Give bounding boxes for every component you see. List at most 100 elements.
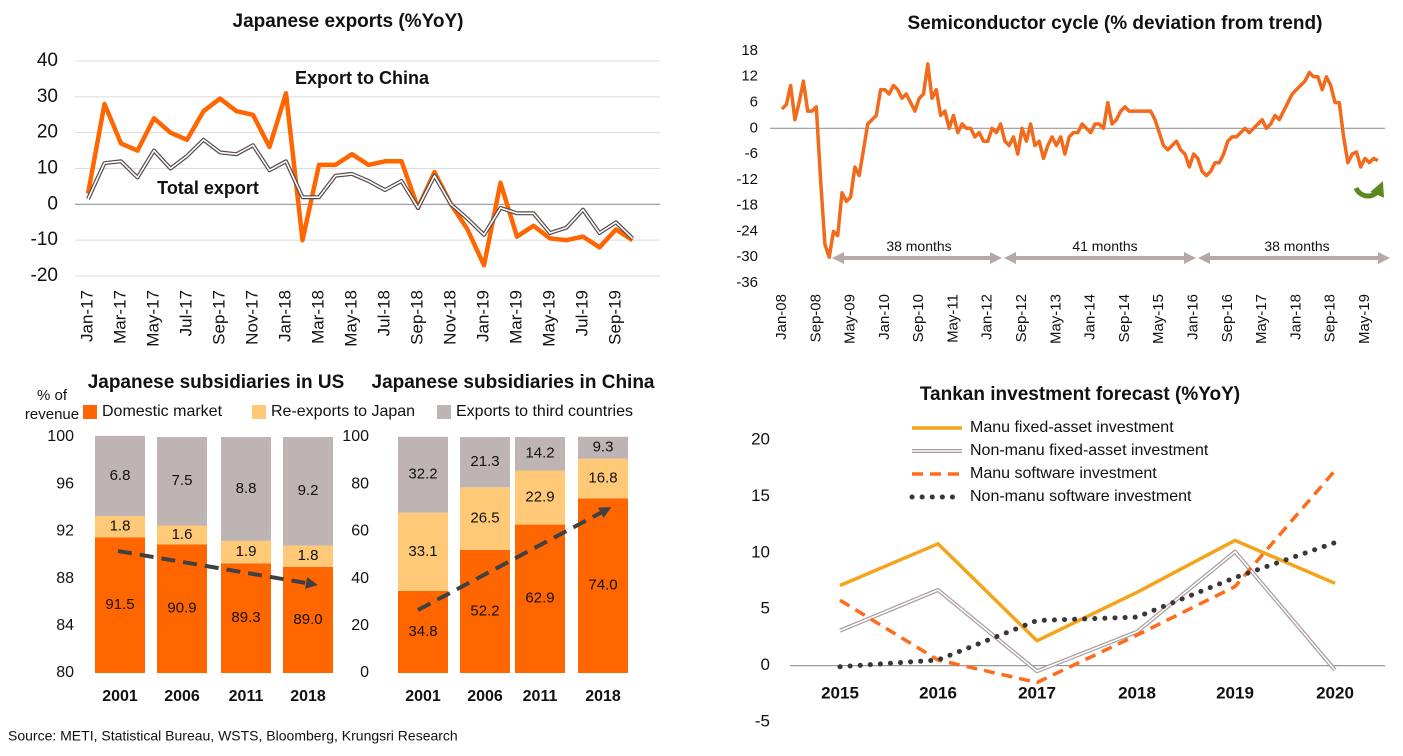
bar-segment [398, 512, 448, 591]
source: Source: METI, Statistical Bureau, WSTS, … [8, 728, 458, 744]
x-tick-label: May-09 [842, 294, 859, 344]
bar-segment [95, 516, 145, 538]
value-label: 16.8 [588, 470, 617, 487]
value-label: 6.8 [110, 467, 131, 484]
y-tick-label: 0 [761, 655, 770, 674]
value-label: 74.0 [588, 577, 617, 594]
x-tick-label: Jan-14 [1082, 294, 1099, 340]
y-tick-label: -18 [736, 197, 758, 214]
chart-title: Japanese exports (%YoY) [233, 11, 464, 32]
x-tick-label: Jan-08 [773, 294, 790, 340]
x-tick-label: Sep-14 [1116, 294, 1133, 342]
x-tick-label: May-17 [143, 290, 162, 347]
bar-segment [460, 487, 510, 550]
legend-swatch [252, 405, 266, 419]
value-label: 89.3 [231, 609, 260, 626]
value-label: 1.9 [236, 543, 257, 560]
legend-label: Domestic market [102, 403, 223, 420]
x-tick-label: 2018 [1118, 683, 1156, 702]
legend-label: Non-manu software investment [970, 488, 1192, 505]
annotation: 38 months [886, 238, 952, 254]
y-tick-label: 84 [56, 617, 74, 634]
bar-segment [157, 525, 207, 545]
x-tick-label: 2001 [102, 688, 138, 705]
legend-label: Manu software investment [970, 465, 1157, 482]
x-tick-label: Jan-17 [77, 290, 96, 342]
y-tick-label: 6 [750, 94, 758, 111]
chart-title: Japanese subsidiaries in China [372, 372, 655, 393]
x-tick-label: Jan-18 [1287, 294, 1304, 340]
y-tick-label: 0 [47, 193, 58, 214]
x-tick-label: May-18 [341, 290, 360, 347]
x-tick-label: May-13 [1047, 294, 1064, 344]
series-line [839, 538, 1336, 643]
y-tick-label: 5 [761, 599, 770, 618]
x-tick-label: May-15 [1150, 294, 1167, 344]
value-label: 34.8 [408, 623, 437, 640]
x-tick-label: Nov-18 [440, 290, 459, 345]
y-tick-label: 40 [37, 50, 58, 71]
x-tick-label: Sep-16 [1219, 294, 1236, 342]
bar-segment [157, 437, 207, 526]
y-tick-label: 80 [351, 475, 369, 492]
legend-swatch [437, 405, 451, 419]
bar-segment [515, 470, 565, 525]
trend-arrow [417, 507, 612, 612]
y-tick-label: -6 [745, 145, 758, 162]
legend-label: Non-manu fixed-asset investment [970, 442, 1209, 459]
x-tick-label: 2019 [1216, 683, 1254, 702]
annotation: 38 months [1264, 238, 1330, 254]
x-tick-label: 2020 [1316, 683, 1354, 702]
bar-segment [578, 498, 628, 673]
x-tick-label: Sep-12 [1013, 294, 1030, 342]
x-tick-label: Nov-17 [242, 290, 261, 345]
x-tick-label: 2006 [467, 688, 503, 705]
series-line [780, 62, 1379, 259]
y-tick-label: 18 [741, 42, 758, 59]
series-line [85, 91, 634, 268]
y-tick-label: -5 [755, 711, 770, 730]
value-label: 14.2 [525, 445, 554, 462]
x-tick-label: 2011 [229, 688, 264, 705]
y-tick-label: -36 [736, 274, 758, 291]
x-tick-label: Sep-10 [910, 294, 927, 342]
series-line [839, 469, 1337, 685]
x-tick-label: Mar-19 [506, 290, 525, 344]
x-tick-label: Jan-18 [275, 290, 294, 342]
bar-segment [95, 435, 145, 517]
y-tick-label: 96 [56, 475, 74, 492]
x-tick-label: Jan-10 [876, 294, 893, 340]
y-tick-label: -30 [736, 248, 758, 265]
bar-segment [221, 540, 271, 564]
y-tick-label: -12 [736, 171, 758, 188]
bar-segment [283, 545, 333, 567]
x-tick-label: 2001 [405, 688, 441, 705]
x-tick-label: Jan-19 [473, 290, 492, 342]
y-tick-label: 12 [741, 68, 758, 85]
x-tick-label: 2018 [585, 688, 621, 705]
value-label: 26.5 [470, 510, 499, 527]
trend-arrow [117, 549, 318, 589]
value-label: 90.9 [167, 600, 196, 617]
bar-segment [460, 549, 510, 673]
legend-label: Exports to third countries [456, 403, 633, 420]
y-tick-label: 100 [342, 428, 369, 445]
y-tick-label: 92 [56, 523, 74, 540]
value-label: 9.3 [593, 439, 614, 456]
bar-segment [157, 544, 207, 673]
value-label: 91.5 [105, 596, 134, 613]
series-label: Export to China [295, 68, 430, 88]
x-tick-label: Sep-08 [807, 294, 824, 342]
y-tick-label: -20 [31, 265, 58, 286]
y-tick-label: 0 [360, 664, 369, 681]
y-tick-label: 10 [751, 542, 770, 561]
x-tick-label: May-19 [539, 290, 558, 347]
chart-title: Japanese subsidiaries in US [88, 372, 345, 393]
value-label: 1.6 [172, 526, 193, 543]
turn-arrow [1353, 181, 1385, 199]
value-label: 33.1 [408, 543, 437, 560]
bar-segment [221, 563, 271, 673]
series-label: Total export [157, 178, 259, 198]
